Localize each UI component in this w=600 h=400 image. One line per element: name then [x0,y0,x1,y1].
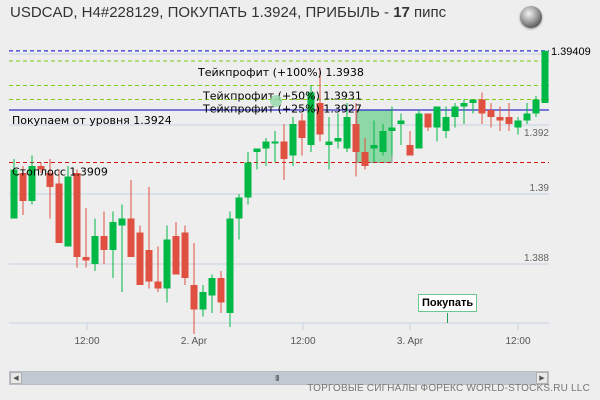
candle-down [145,250,153,282]
candle-up [208,278,216,296]
candle-down [478,99,486,114]
scroll-right-button[interactable]: ▶ [536,372,548,384]
candle-down [127,218,135,257]
entry-label: Покупаем от уровня 1.3924 [12,114,172,127]
candle-down [505,117,513,124]
x-tick-label: 3. Apr [397,336,424,347]
candle-up [415,113,423,149]
candle-down [352,124,360,152]
candle-down [172,236,180,275]
candle-up [334,138,342,142]
chart-title: USDCAD, H4#228129, ПОКУПАТЬ 1.3924, ПРИБ… [10,4,446,21]
candle-up [433,106,441,128]
candle-down [154,281,162,289]
candle-up [307,92,315,145]
candle-down [316,103,324,135]
scroll-left-button[interactable]: ◀ [10,372,22,384]
title-suffix: пипс [409,4,447,21]
entry-marker-dot [270,95,282,107]
x-tick-label: 12:00 [290,336,315,347]
candle-down [73,173,81,257]
candle-up [262,141,270,149]
candle-up [523,113,531,121]
candle-up [343,117,351,149]
candle-down [181,232,189,278]
candle-up [199,292,207,310]
y-tick-label: 1.39 [530,183,550,194]
candlestick-chart: 1.388 1.39 1.392 12:00 2. Apr 12:00 3. Apr 12:0… [9,46,591,347]
scrollbar-grip[interactable]: III [275,374,280,383]
candle-up [460,103,468,107]
candle-up [532,99,540,114]
takeprofit-50-label: Тейкпрофит (+50%) 1.3931 [202,90,362,103]
candle-down [37,166,45,170]
current-price-label: 1.39409 [551,46,591,58]
candle-up [271,141,279,144]
footer-credit: ТОРГОВЫЕ СИГНАЛЫ ФОРЕКС WORLD-STOCKS.RU … [307,383,590,394]
candle-up [469,99,477,103]
candle-up [253,148,261,152]
candle-up [451,106,459,117]
candle-down [190,285,198,310]
candle-down [406,145,414,156]
candle-up [289,124,297,156]
candle-down [82,257,90,261]
candle-up [397,120,405,124]
candle-down [361,152,369,166]
candle-up [235,197,243,219]
candle-down [19,173,27,201]
candle-down [46,173,54,187]
candle-down [136,232,144,285]
candle-up [118,218,126,226]
candle-up [388,127,396,131]
buy-signal-stem [447,313,448,323]
x-tick-label: 12:00 [74,336,99,347]
candle-down [217,278,225,303]
candle-down [280,141,288,159]
title-prefix: USDCAD, H4#228129, ПОКУПАТЬ 1.3924, ПРИБ… [10,4,394,21]
x-tick-label: 12:00 [505,336,530,347]
candle-down [55,183,63,243]
candle-down [487,110,495,117]
candle-up [91,236,99,264]
candle-up [325,141,333,145]
candle-up [541,50,549,103]
x-tick-label: 2. Apr [181,336,208,347]
candle-down [100,236,108,250]
candle-up [10,169,18,219]
candle-down [298,120,306,138]
y-tick-label: 1.388 [524,253,549,264]
candle-up [514,120,522,128]
y-tick-label: 1.392 [524,128,549,139]
globe-icon[interactable] [520,6,542,28]
buy-signal-marker[interactable]: Покупать [418,294,478,312]
candle-up [109,222,117,250]
candle-up [28,166,36,201]
candle-up [442,117,450,131]
candle-up [370,145,378,149]
candle-down [424,113,432,128]
horizontal-scrollbar[interactable]: ◀ III ▶ [9,371,549,385]
candle-up [244,162,252,198]
stoploss-label: Стоплосс 1.3909 [12,166,108,179]
candle-up [64,176,72,247]
candle-down [496,117,504,121]
candle-up [226,218,234,313]
takeprofit-25-label: Тейкпрофит (+25%) 1.3927 [202,103,362,116]
profit-value: 17 [393,4,410,21]
takeprofit-100-label: Тейкпрофит (+100%) 1.3938 [197,66,364,79]
candle-up [163,239,171,289]
candle-up [379,131,387,152]
